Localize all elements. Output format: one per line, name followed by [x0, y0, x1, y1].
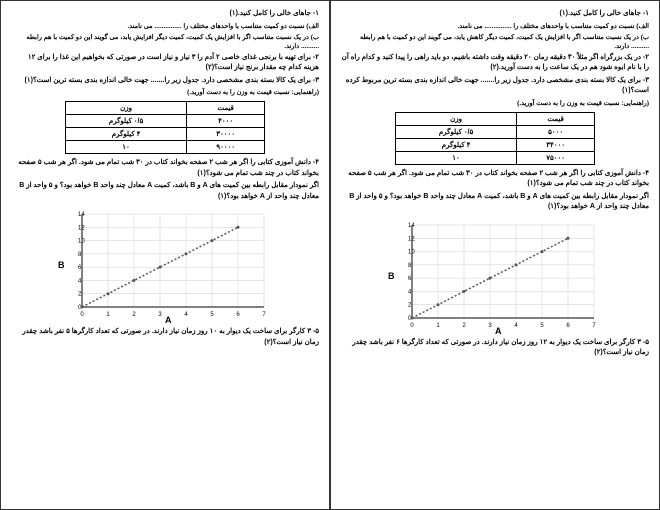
worksheet-page-left: ۱- جاهای خالی را کامل کنید.(۱) الف) نسبت…: [0, 0, 330, 510]
line-chart: B A 0123456702468101214: [60, 208, 270, 323]
svg-text:6: 6: [236, 312, 240, 318]
cell: ۷۵۰۰۰: [517, 151, 595, 164]
table-hint: (راهنمایی: نسبت قیمت به وزن را به دست آو…: [341, 99, 649, 108]
x-axis-label: A: [495, 326, 502, 336]
svg-text:5: 5: [540, 323, 544, 329]
y-axis-label: B: [58, 260, 65, 270]
chart-svg: 0123456702468101214: [60, 208, 270, 323]
q4-a: ۴- دانش آموزی کتابی را اگر هر شب ۲ صفحه …: [341, 169, 649, 190]
svg-text:6: 6: [78, 266, 82, 272]
table-row: ۳۰۰۰۰ ۴ کیلوگرم: [65, 128, 264, 141]
price-weight-table: قیمت وزن ۴۰۰۰ ۰/۵ کیلوگرم ۳۰۰۰۰ ۴ کیلوگر…: [65, 101, 265, 154]
svg-text:2: 2: [408, 303, 412, 309]
q1-b: ب) در یک نسبت متناسب اگر با افزایش یک کم…: [11, 33, 319, 51]
svg-text:2: 2: [132, 312, 136, 318]
table-row: ۷۵۰۰۰ ۱۰: [395, 151, 594, 164]
svg-text:1: 1: [436, 323, 440, 329]
q3: ۳- برای یک کالا بسته بندی مشخصی دارد. جد…: [341, 76, 649, 97]
q4-b: اگر نمودار مقابل رابطه بین کمیت های A و …: [341, 192, 649, 213]
svg-text:7: 7: [592, 323, 596, 329]
svg-text:0: 0: [410, 323, 414, 329]
svg-text:2: 2: [78, 292, 82, 298]
x-axis-label: A: [165, 315, 172, 325]
table-row: قیمت وزن: [65, 102, 264, 115]
cell: ۹۰۰۰۰: [187, 141, 265, 154]
q1-a: الف) نسبت دو کمیت متناسب با واحدهای مختل…: [11, 22, 319, 31]
q5: ۵- ۳ کارگر برای ساخت یک دیوار به ۱۰ روز …: [11, 327, 319, 348]
svg-text:6: 6: [566, 323, 570, 329]
q1-title: ۱- جاهای خالی را کامل کنید.(۱): [341, 9, 649, 20]
svg-text:3: 3: [158, 312, 162, 318]
cell: ۴۰۰۰: [187, 115, 265, 128]
q2: ۲- برای تهیه با برنجی غذای خاصی ۲ آدم را…: [11, 53, 319, 74]
svg-text:10: 10: [78, 239, 85, 245]
col-header-weight: وزن: [395, 112, 516, 125]
svg-text:10: 10: [408, 249, 415, 255]
table-row: ۴۰۰۰ ۰/۵ کیلوگرم: [65, 115, 264, 128]
q4-b: اگر نمودار مقابل رابطه بین کمیت های A و …: [11, 181, 319, 202]
cell: ۴ کیلوگرم: [65, 128, 186, 141]
svg-text:4: 4: [514, 323, 518, 329]
cell: ۱۰: [65, 141, 186, 154]
svg-text:6: 6: [408, 276, 412, 282]
price-weight-table: قیمت وزن ۵۰۰۰ ۰/۵ کیلوگرم ۳۴۰۰۰ ۴ کیلوگر…: [395, 112, 595, 165]
cell: ۱۰: [395, 151, 516, 164]
line-chart: B A 0123456702468101214: [390, 219, 600, 334]
y-axis-label: B: [388, 271, 395, 281]
col-header-price: قیمت: [517, 112, 595, 125]
svg-text:3: 3: [488, 323, 492, 329]
cell: ۵۰۰۰: [517, 125, 595, 138]
svg-text:2: 2: [462, 323, 466, 329]
svg-text:12: 12: [408, 236, 415, 242]
table-row: قیمت وزن: [395, 112, 594, 125]
svg-text:5: 5: [210, 312, 214, 318]
svg-text:14: 14: [408, 223, 415, 229]
q1-b: ب) در یک نسبت متناسب اگر با افزایش یک کم…: [341, 33, 649, 51]
svg-text:8: 8: [408, 263, 412, 269]
svg-text:7: 7: [262, 312, 266, 318]
table-row: ۵۰۰۰ ۰/۵ کیلوگرم: [395, 125, 594, 138]
cell: ۴ کیلوگرم: [395, 138, 516, 151]
svg-text:4: 4: [408, 289, 412, 295]
q1-title: ۱- جاهای خالی را کامل کنید.(۱): [11, 9, 319, 20]
cell: ۳۴۰۰۰: [517, 138, 595, 151]
cell: ۳۰۰۰۰: [187, 128, 265, 141]
q5: ۵- ۳ کارگر برای ساخت یک دیوار به ۱۲ روز …: [341, 338, 649, 359]
svg-text:14: 14: [78, 212, 85, 218]
table-hint: (راهنمایی: نسبت قیمت به وزن را به دست آو…: [11, 88, 319, 97]
q3: ۳- برای یک کالا بسته بندی مشخصی دارد. جد…: [11, 76, 319, 87]
svg-text:12: 12: [78, 226, 85, 232]
chart-svg: 0123456702468101214: [390, 219, 600, 334]
table-row: ۹۰۰۰۰ ۱۰: [65, 141, 264, 154]
worksheet-page-right: ۱- جاهای خالی را کامل کنید.(۱) الف) نسبت…: [330, 0, 660, 510]
svg-text:8: 8: [78, 252, 82, 258]
q4-a: ۴- دانش آموزی کتابی را اگر هر شب ۲ صفحه …: [11, 158, 319, 179]
svg-text:4: 4: [78, 279, 82, 285]
col-header-price: قیمت: [187, 102, 265, 115]
cell: ۰/۵ کیلوگرم: [395, 125, 516, 138]
q1-a: الف) نسبت دو کمیت متناسب با واحدهای مختل…: [341, 22, 649, 31]
col-header-weight: وزن: [65, 102, 186, 115]
q2: ۲- در یک بزرگراه اگر مثلاً ۳۰ دقیقه زمان…: [341, 53, 649, 74]
svg-text:0: 0: [80, 312, 84, 318]
svg-text:1: 1: [106, 312, 110, 318]
cell: ۰/۵ کیلوگرم: [65, 115, 186, 128]
table-row: ۳۴۰۰۰ ۴ کیلوگرم: [395, 138, 594, 151]
svg-text:4: 4: [184, 312, 188, 318]
